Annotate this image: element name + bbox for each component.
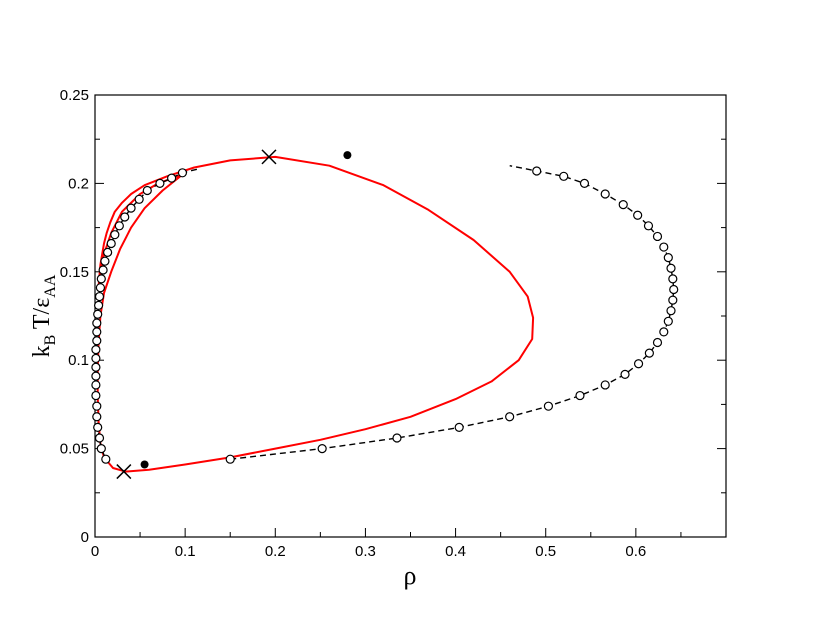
x-tick-label: 0.2 <box>265 543 286 560</box>
open-circle-point <box>91 380 101 390</box>
open-circle-point <box>666 306 676 316</box>
open-circle-point <box>666 263 676 273</box>
open-circle-point <box>155 178 165 188</box>
cross-marker <box>116 464 132 480</box>
x-tick-label: 0.3 <box>355 543 376 560</box>
open-circle-point <box>392 433 402 443</box>
open-circle-point <box>110 230 120 240</box>
open-circle-point <box>663 253 673 263</box>
open-circle-point <box>559 171 569 181</box>
open-circle-point <box>126 203 136 213</box>
x-tick-label: 0.1 <box>175 543 196 560</box>
y-axis-title-k-sub: B <box>42 335 59 346</box>
series-dashed-right <box>230 165 675 460</box>
open-circle-point <box>659 242 669 252</box>
y-tick-label: 0.1 <box>68 352 89 369</box>
y-tick-label: 0.05 <box>60 441 89 458</box>
open-circle-point <box>652 231 663 242</box>
x-tick-label: 0.6 <box>625 543 646 560</box>
series-red-curve <box>96 155 535 473</box>
open-circle-point <box>120 212 130 222</box>
open-circle-point <box>659 327 669 337</box>
open-circle-point <box>93 309 103 319</box>
open-circle-point <box>652 337 663 348</box>
open-circle-point <box>101 454 111 464</box>
open-circle-point <box>620 369 630 379</box>
open-circle-point <box>94 433 105 443</box>
y-axis-title: kB T/εAA <box>29 274 59 357</box>
open-circle-point <box>93 422 103 432</box>
x-tick-label: 0 <box>91 543 99 560</box>
open-circle-point <box>633 359 644 369</box>
open-circle-point <box>92 336 102 346</box>
open-circle-point <box>96 444 106 454</box>
marker-layer <box>91 149 679 480</box>
open-circle-point <box>167 173 177 183</box>
cross-marker <box>261 149 277 165</box>
y-axis-title-k: k <box>29 345 55 357</box>
x-tick-label: 0.4 <box>445 543 466 560</box>
y-tick-label: 0.2 <box>68 175 89 192</box>
open-circle-point <box>134 194 144 204</box>
open-circle-point <box>643 221 654 231</box>
series-dashed-left <box>95 168 198 460</box>
open-circle-point <box>92 327 102 337</box>
y-tick-label: 0 <box>81 529 89 546</box>
open-circle-point <box>106 238 116 249</box>
y-axis-title-mid: T/ε <box>29 298 55 335</box>
series-layer <box>95 155 675 473</box>
open-circle-point <box>618 200 628 210</box>
y-tick-label: 0.15 <box>60 264 89 281</box>
open-circle-point <box>92 318 102 328</box>
x-tick-label: 0.5 <box>535 543 556 560</box>
open-circle-point <box>92 412 102 422</box>
open-circle-point <box>92 401 102 411</box>
open-circle-point <box>91 362 101 372</box>
open-circle-point <box>91 353 101 364</box>
open-circle-point <box>575 390 585 401</box>
open-circle-point <box>91 390 101 401</box>
open-circle-point <box>103 247 113 257</box>
y-tick-label: 0.25 <box>60 87 89 104</box>
open-circle-point <box>317 444 327 454</box>
open-circle-point <box>98 265 108 275</box>
open-circle-point <box>94 300 104 310</box>
open-circle-point <box>600 380 610 390</box>
open-circle-point <box>114 221 124 231</box>
open-circle-point <box>95 283 106 293</box>
x-axis-ticks: 0 0.1 0.2 0.3 0.4 0.5 0.6 <box>91 528 682 560</box>
y-axis-ticks: 0 0.05 0.1 0.15 0.2 0.25 <box>60 87 726 546</box>
open-circle-point <box>91 344 101 355</box>
filled-point <box>140 460 149 469</box>
open-circle-point <box>663 316 673 326</box>
open-circle-point <box>543 401 554 411</box>
open-circle-point <box>91 371 101 381</box>
plot-frame <box>94 94 727 538</box>
open-circle-point <box>668 295 678 305</box>
open-circle-point <box>225 454 235 464</box>
open-circle-point <box>532 166 542 176</box>
y-axis-title-eps-sub: AA <box>42 274 59 298</box>
open-circle-point <box>96 274 106 284</box>
open-circle-point <box>177 168 188 178</box>
open-circle-point <box>505 412 515 422</box>
filled-point <box>343 151 352 160</box>
open-circle-point <box>142 185 152 196</box>
open-circle-point <box>94 291 105 302</box>
open-circle-point <box>644 348 654 358</box>
open-circle-point <box>668 274 678 284</box>
open-circle-point <box>454 422 464 432</box>
x-axis-title: ρ <box>404 561 417 590</box>
open-circle-point <box>669 284 679 295</box>
open-circle-point <box>633 210 643 220</box>
open-circle-point <box>579 178 590 188</box>
open-circle-point <box>600 189 610 199</box>
open-circle-point <box>100 256 110 266</box>
